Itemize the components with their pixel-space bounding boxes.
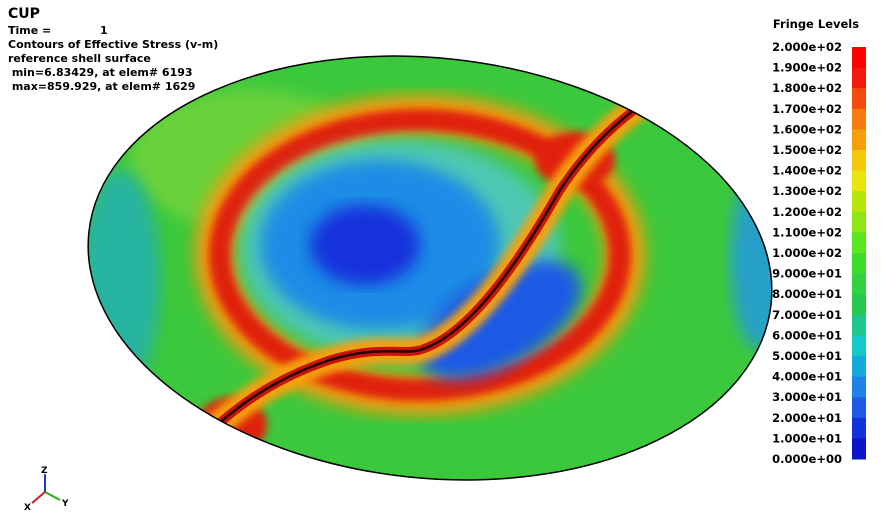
legend-swatch [852,150,866,172]
legend-level: 1.600e+02 [772,122,842,136]
header-line: min=6.83429, at elem# 6193 [8,66,193,79]
legend-level: 8.000e+01 [772,287,842,301]
axis-triad: Z Y X [24,466,69,513]
legend-swatch [852,397,866,419]
legend-level: 1.500e+02 [772,143,842,157]
legend-level: 2.000e+02 [772,40,842,54]
legend-swatch [852,438,866,460]
triad-y: Y [61,499,69,509]
triad-z: Z [41,466,48,476]
legend-level: 6.000e+01 [772,328,842,342]
legend-level: 4.000e+01 [772,370,842,384]
legend-swatch [852,294,866,316]
legend-swatch [852,356,866,378]
legend-level: 1.000e+01 [772,431,842,445]
legend-level: 1.300e+02 [772,184,842,198]
legend-level: 1.900e+02 [772,61,842,75]
legend-swatch [852,376,866,398]
header-lines: Contours of Effective Stress (v-m)refere… [8,38,218,93]
header-line: Contours of Effective Stress (v-m) [8,38,218,51]
legend-swatch [852,108,866,130]
legend-swatch [852,253,866,275]
legend-swatch [852,47,866,69]
legend-swatch [852,417,866,439]
title: CUP [8,6,40,22]
time-value: 1 [100,24,108,37]
legend-swatch [852,129,866,151]
legend-swatch [852,211,866,233]
legend-swatch [852,88,866,110]
legend-level: 7.000e+01 [772,308,842,322]
legend-level: 1.200e+02 [772,205,842,219]
legend-level: 0.000e+00 [772,452,842,466]
contour-plot [80,50,794,490]
header-line: max=859.929, at elem# 1629 [8,80,195,93]
legend-swatch [852,191,866,213]
legend-level: 9.000e+01 [772,267,842,281]
legend-level: 2.000e+01 [772,411,842,425]
legend-level: 1.800e+02 [772,81,842,95]
legend-level: 1.100e+02 [772,225,842,239]
legend-level: 1.700e+02 [772,102,842,116]
legend-title: Fringe Levels [773,17,859,31]
legend-swatch [852,273,866,295]
legend-swatch [852,314,866,336]
legend-level: 1.400e+02 [772,164,842,178]
legend-swatch [852,335,866,357]
legend-level: 5.000e+01 [772,349,842,363]
triad-x: X [24,503,31,513]
header-line: reference shell surface [8,52,151,65]
legend-swatch [852,67,866,89]
legend-level: 1.000e+02 [772,246,842,260]
fringe-legend: 2.000e+02 1.900e+02 1.800e+02 1.700e+02 1.60… [772,40,866,466]
legend-level: 3.000e+01 [772,390,842,404]
legend-swatch [852,170,866,192]
legend-swatch [852,232,866,254]
time-label: Time = [8,24,51,37]
